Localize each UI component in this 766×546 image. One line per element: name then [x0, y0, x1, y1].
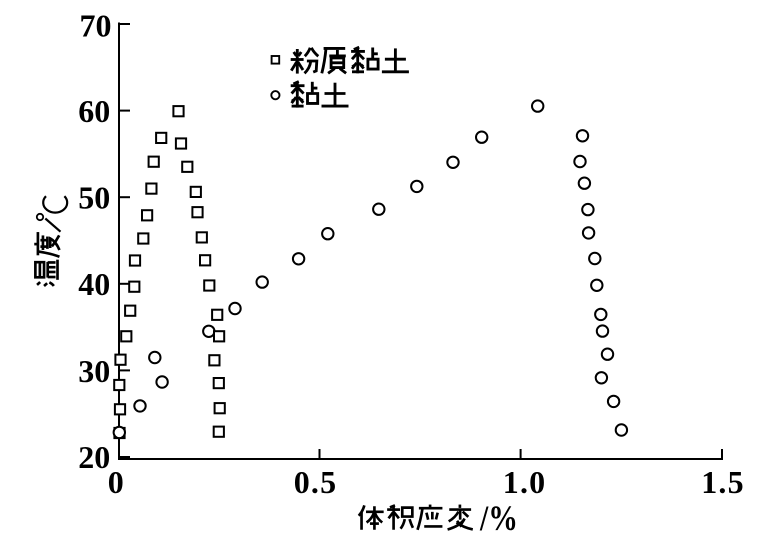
svg-text:30: 30 [78, 353, 110, 389]
svg-text:20: 20 [78, 439, 110, 475]
svg-text:40: 40 [78, 266, 110, 302]
svg-text:70: 70 [80, 8, 112, 44]
svg-text:60: 60 [78, 93, 110, 129]
svg-text:1.5: 1.5 [701, 464, 745, 500]
svg-text:1.0: 1.0 [503, 464, 547, 500]
svg-text:/%: /% [479, 498, 518, 538]
svg-text:0.5: 0.5 [294, 464, 338, 500]
svg-text:0: 0 [108, 464, 125, 500]
svg-text:50: 50 [78, 179, 110, 215]
